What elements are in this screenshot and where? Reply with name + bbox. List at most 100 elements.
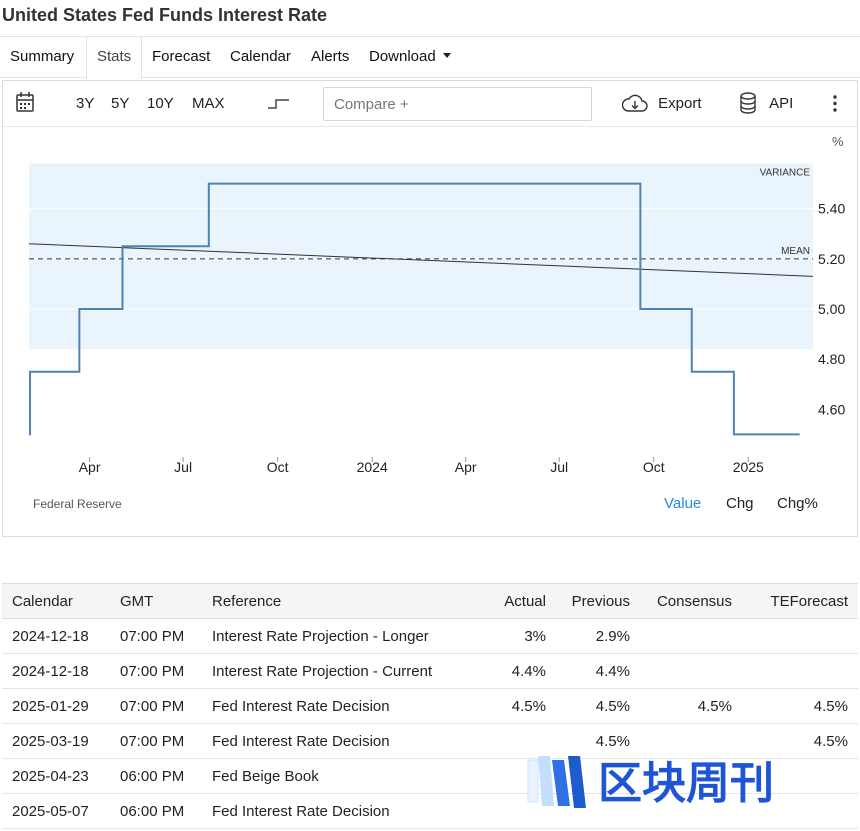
trend-line [28,243,814,277]
row-previous: 4.5% [556,688,640,724]
row-previous: 2.9% [556,618,640,654]
y-tick-label: 4.80 [818,351,845,367]
col-previous: Previous [556,583,640,619]
row-consensus [640,793,742,829]
mean-label: MEAN [781,246,810,257]
calendar-row: 2025-03-19 07:00 PM Fed Interest Rate Deci… [2,723,858,759]
y-tick-label: 5.40 [818,201,845,217]
row-reference[interactable]: Fed Interest Rate Decision [202,793,484,829]
tab-forecast[interactable]: Forecast [152,48,211,65]
calendar-icon[interactable] [15,81,35,126]
row-reference[interactable]: Fed Interest Rate Decision [202,688,484,724]
row-actual: 3% [484,618,556,654]
row-date: 2024-12-18 [2,618,110,654]
export-button[interactable]: Export [621,81,702,126]
x-tick-label: 2025 [733,459,764,475]
row-consensus [640,723,742,759]
row-teforecast [742,618,858,654]
x-tick-label: 2024 [357,459,388,475]
page-title: United States Fed Funds Interest Rate [2,5,328,25]
tab-summary[interactable]: Summary [10,48,75,65]
x-tick-label: Oct [643,459,665,475]
fed-funds-chart: VARIANCE 4.60 4.80 5.00 5.20 5.40% Apr Jul Oct 20… [28,134,845,475]
api-label: API [769,95,794,112]
row-teforecast [742,653,858,689]
chart-container: VARIANCE 4.60 4.80 5.00 5.20 5.40% Apr Jul Oct 20… [2,126,858,537]
more-options-icon[interactable] [832,81,838,126]
tab-stats[interactable]: Stats [86,37,143,79]
step-chart-icon[interactable] [267,81,291,126]
row-gmt: 07:00 PM [110,653,202,689]
y-tick-label: 4.60 [818,401,845,417]
x-tick-label: Apr [455,459,477,475]
compare-input[interactable] [323,87,592,121]
x-tick-label: Jul [174,459,192,475]
export-label: Export [658,95,702,112]
calendar-row: 2024-12-18 07:00 PM Interest Rate Projecti… [2,618,858,654]
row-reference[interactable]: Fed Beige Book [202,758,484,794]
row-previous [556,793,640,829]
view-chg-pct-button[interactable]: Chg% [777,495,818,512]
row-teforecast: 4.5% [742,723,858,759]
row-actual [484,723,556,759]
calendar-table: Calendar GMT Reference Actual Previous C… [2,583,858,829]
chart-toolbar: 3Y 5Y 10Y MAX Export API [2,80,858,126]
watermark-logo: 区块周刊 [527,756,774,809]
cloud-download-icon [621,94,648,112]
caret-down-icon [442,53,451,58]
row-date: 2025-03-19 [2,723,110,759]
col-actual: Actual [484,583,556,619]
x-tick-label: Apr [79,459,101,475]
range-max-button[interactable]: MAX [192,95,225,112]
variance-label: VARIANCE [760,168,811,179]
view-chg-button[interactable]: Chg [726,495,754,512]
row-consensus: 4.5% [640,688,742,724]
col-gmt: GMT [110,583,202,619]
row-teforecast [742,793,858,829]
tab-calendar[interactable]: Calendar [230,48,291,65]
row-consensus [640,618,742,654]
x-tick-label: Oct [267,459,289,475]
tab-alerts[interactable]: Alerts [311,48,350,65]
y-tick-label: 5.00 [818,301,845,317]
row-date: 2024-12-18 [2,653,110,689]
row-previous: 4.4% [556,653,640,689]
row-gmt: 06:00 PM [110,758,202,794]
row-date: 2025-04-23 [2,758,110,794]
row-date: 2025-01-29 [2,688,110,724]
row-consensus [640,758,742,794]
watermark-text: 区块周刊 [598,758,774,809]
range-5y-button[interactable]: 5Y [111,95,130,112]
tab-bar: Summary Stats Forecast Calendar Alerts D… [0,36,860,79]
row-date: 2025-05-07 [2,793,110,829]
x-tick-label: Jul [550,459,568,475]
y-tick-label: 5.20 [818,251,845,267]
row-reference[interactable]: Fed Interest Rate Decision [202,723,484,759]
row-gmt: 06:00 PM [110,793,202,829]
tab-download-label: Download [369,48,436,65]
calendar-row: 2025-04-23 06:00 PM Fed Beige Book [2,758,858,794]
range-10y-button[interactable]: 10Y [147,95,174,112]
tab-download[interactable]: Download [359,37,461,78]
row-gmt: 07:00 PM [110,723,202,759]
row-actual: 4.4% [484,653,556,689]
row-reference[interactable]: Interest Rate Projection - Current [202,653,484,689]
row-previous: 4.5% [556,723,640,759]
row-gmt: 07:00 PM [110,618,202,654]
calendar-header-row: Calendar GMT Reference Actual Previous C… [2,583,858,619]
col-consensus: Consensus [640,583,742,619]
api-button[interactable]: API [738,81,793,126]
col-teforecast: TEForecast [742,583,858,619]
view-value-button[interactable]: Value [664,495,702,512]
row-gmt: 07:00 PM [110,688,202,724]
range-3y-button[interactable]: 3Y [76,95,95,112]
variance-band [29,163,813,350]
database-icon [740,92,756,114]
row-actual: 4.5% [484,688,556,724]
calendar-row: 2025-05-07 06:00 PM Fed Interest Rate Deci… [2,793,858,829]
y-unit-label: % [832,134,844,149]
calendar-row: 2024-12-18 07:00 PM Interest Rate Projecti… [2,653,858,689]
col-calendar: Calendar [2,583,110,619]
row-teforecast [742,758,858,794]
row-reference[interactable]: Interest Rate Projection - Longer [202,618,484,654]
